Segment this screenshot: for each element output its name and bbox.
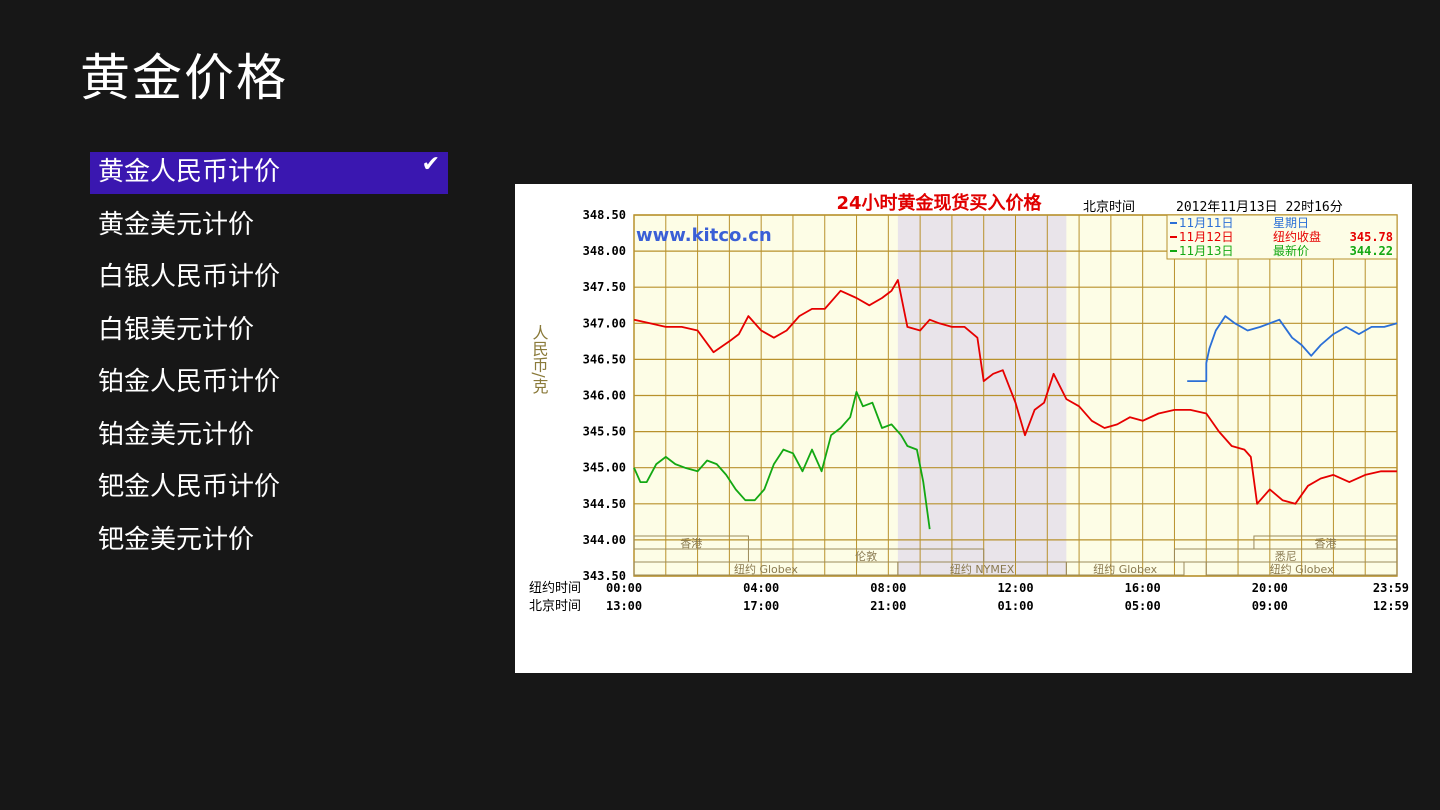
x-tick-label: 05:00	[1125, 599, 1161, 613]
series-line-2	[633, 390, 931, 530]
legend-value: 345.78	[1350, 230, 1393, 244]
x-tick-label: 13:00	[606, 599, 642, 613]
chart-timestamp: 2012年11月13日 22时16分	[1176, 200, 1343, 215]
y-tick-label: 347.00	[583, 316, 626, 330]
session-bar	[1205, 561, 1398, 576]
timestamp-label: 北京时间	[1083, 200, 1135, 215]
session-bar	[1065, 561, 1185, 576]
menu-item-label: 铂金人民币计价	[98, 367, 281, 397]
x-tick-label: 08:00	[870, 581, 906, 595]
menu-item-label: 黄金美元计价	[98, 209, 255, 240]
menu-item-7[interactable]: 钯金美元计价	[90, 520, 448, 562]
menu-item-4[interactable]: 铂金人民币计价	[90, 362, 448, 404]
menu-item-0[interactable]: 黄金人民币计价 ✔	[90, 152, 448, 194]
series-line-0	[1187, 315, 1398, 383]
x-tick-label: 04:00	[743, 581, 779, 595]
menu-item-1[interactable]: 黄金美元计价	[90, 205, 448, 247]
legend-name: 11月12日	[1179, 230, 1234, 244]
session-label: 纽约 Globex	[1093, 562, 1157, 576]
x-tick-label: 23:59	[1373, 581, 1409, 595]
session-label: 香港	[1314, 537, 1336, 550]
y-tick-label: 345.00	[583, 461, 626, 475]
session-bar	[1253, 535, 1398, 550]
legend-name: 11月11日	[1179, 216, 1234, 230]
menu-item-6[interactable]: 钯金人民币计价	[90, 467, 448, 509]
y-tick-label: 346.00	[583, 389, 626, 403]
metal-menu: 黄金人民币计价 ✔ 黄金美元计价 白银人民币计价 白银美元计价 铂金人民币计价 铂金美元计价…	[90, 152, 448, 572]
session-label: 伦敦	[855, 549, 877, 563]
session-label: 纽约 Globex	[1270, 562, 1334, 576]
series-line-1	[633, 279, 1397, 505]
page-title: 黄金价格	[80, 49, 288, 107]
y-tick-label: 347.50	[583, 280, 626, 294]
menu-item-5[interactable]: 铂金美元计价	[90, 415, 448, 457]
x-tick-label: 17:00	[743, 599, 779, 613]
x-row-label: 纽约时间	[529, 581, 581, 596]
y-tick-label: 344.00	[583, 533, 626, 547]
session-label: 悉尼	[1275, 550, 1297, 563]
menu-item-label: 黄金人民币计价	[98, 157, 281, 187]
legend-box	[1166, 214, 1398, 260]
gold-price-chart: 348.50 348.00 347.50 347.00 346.50 346.00 345.…	[529, 192, 1409, 614]
x-tick-label: 16:00	[1125, 581, 1161, 595]
menu-item-label: 铂金美元计价	[98, 419, 255, 450]
y-tick-label: 343.50	[583, 569, 626, 583]
y-tick-label: 345.50	[583, 425, 626, 439]
menu-item-3[interactable]: 白银美元计价	[90, 310, 448, 352]
y-tick-label: 348.50	[583, 208, 626, 222]
menu-item-label: 钯金人民币计价	[98, 472, 281, 502]
session-label: 香港	[680, 537, 702, 550]
x-tick-label: 01:00	[997, 599, 1033, 613]
session-label: 纽约 Globex	[734, 562, 798, 576]
session-label: 纽约 NYMEX	[950, 562, 1015, 576]
y-axis-label: 人民币/克	[530, 324, 549, 394]
menu-item-label: 白银人民币计价	[98, 262, 281, 292]
plot-border	[633, 214, 1398, 577]
x-tick-label: 09:00	[1252, 599, 1288, 613]
x-tick-label: 21:00	[870, 599, 906, 613]
x-tick-label: 12:59	[1373, 599, 1409, 613]
y-tick-label: 346.50	[583, 352, 626, 366]
y-tick-label: 344.50	[583, 497, 626, 511]
menu-item-label: 钯金美元计价	[98, 524, 255, 555]
legend-extra: 纽约收盘	[1273, 229, 1321, 244]
legend-extra: 星期日	[1273, 216, 1309, 230]
gold-price-chart-panel: 348.50 348.00 347.50 347.00 346.50 346.00 345.…	[515, 184, 1412, 673]
menu-item-2[interactable]: 白银人民币计价	[90, 257, 448, 299]
y-tick-label: 348.00	[583, 244, 626, 258]
legend-name: 11月13日	[1179, 244, 1234, 258]
x-tick-label: 12:00	[997, 581, 1033, 595]
menu-item-label: 白银美元计价	[98, 314, 255, 345]
x-tick-label: 00:00	[606, 581, 642, 595]
chart-watermark: www.kitco.cn	[636, 225, 772, 246]
legend-extra: 最新价	[1273, 243, 1309, 258]
chart-title: 24小时黄金现货买入价格	[836, 192, 1042, 214]
legend-value: 344.22	[1350, 244, 1393, 258]
session-bar	[633, 535, 749, 550]
x-row-label: 北京时间	[529, 599, 581, 614]
checkmark-icon: ✔	[421, 152, 440, 177]
x-tick-label: 20:00	[1252, 581, 1288, 595]
